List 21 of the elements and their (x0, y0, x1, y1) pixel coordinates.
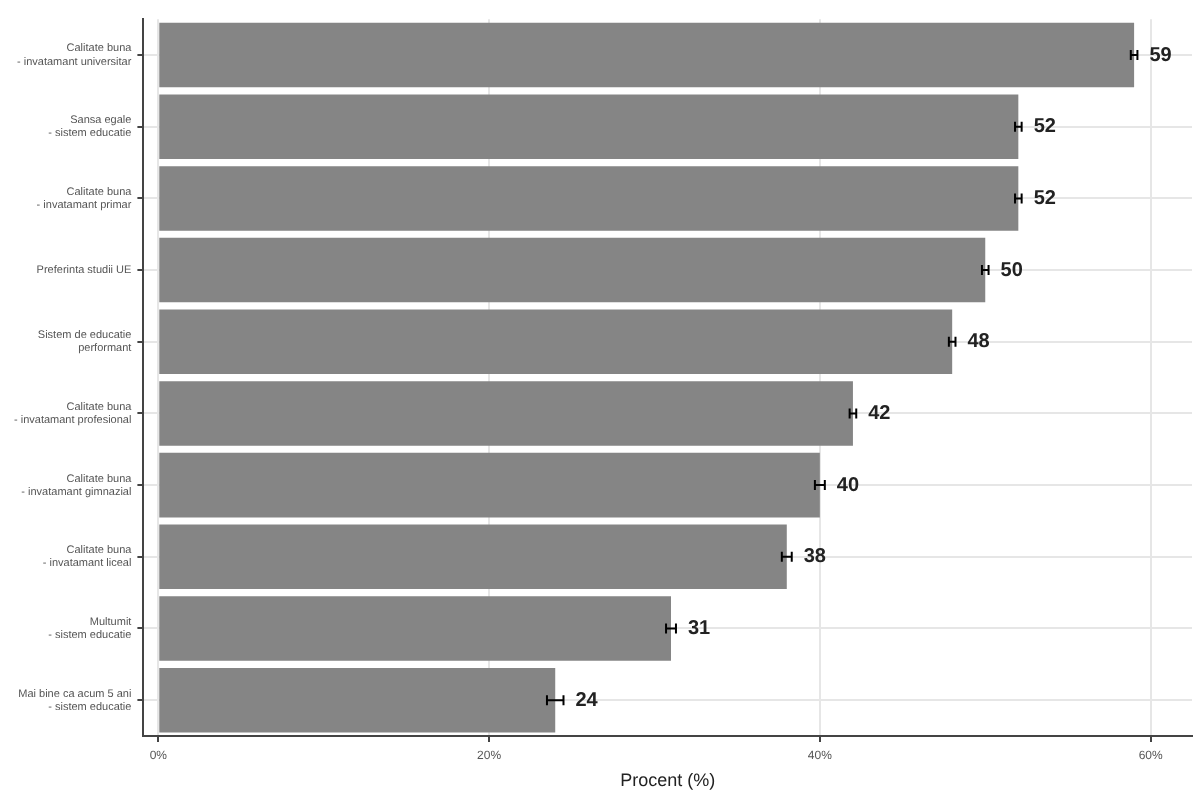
data-label: 31 (687, 617, 712, 640)
bar (159, 381, 853, 446)
bar (159, 237, 986, 303)
bar (159, 452, 820, 518)
data-label: 24 (575, 689, 599, 712)
x-axis-title: Procent (%) (620, 770, 716, 791)
data-label: 42 (868, 402, 892, 425)
bar (159, 94, 1019, 159)
data-label: 50 (1000, 259, 1024, 282)
data-label: 52 (1033, 187, 1057, 210)
data-label: 48 (967, 331, 991, 354)
data-label: 40 (836, 474, 860, 497)
data-label: 52 (1033, 116, 1057, 139)
bar (159, 22, 1135, 88)
data-label: 38 (803, 546, 827, 569)
bar (159, 309, 953, 375)
data-label: 59 (1149, 44, 1173, 67)
bar (159, 166, 1019, 231)
bar (159, 596, 672, 661)
bar (159, 667, 556, 733)
bar (159, 524, 787, 590)
